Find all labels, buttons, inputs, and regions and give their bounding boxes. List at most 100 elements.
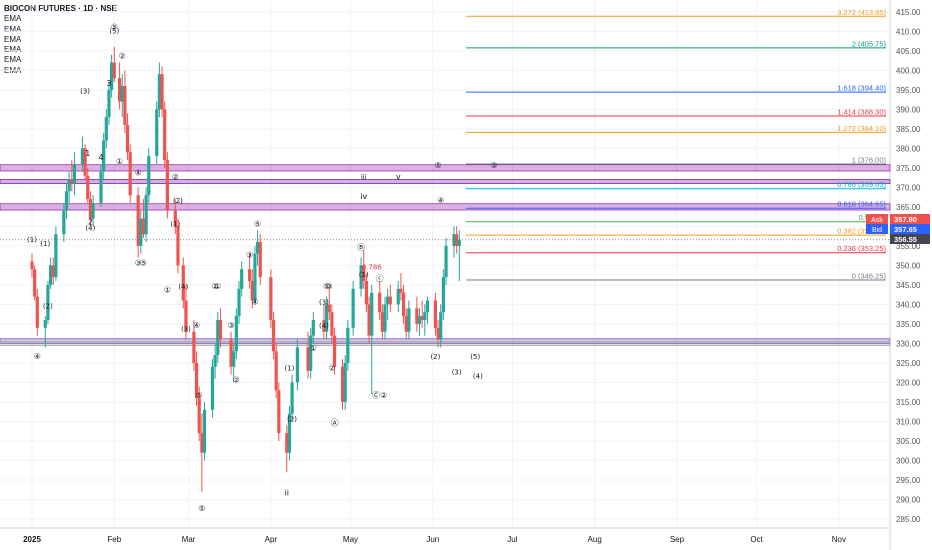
indicator-ema-5[interactable]: EMA	[4, 55, 22, 65]
wave-label: iv	[360, 192, 367, 201]
candle-body	[200, 433, 204, 453]
wave-label: iii	[361, 174, 367, 182]
wave-label: ①	[164, 286, 171, 295]
support-resistance-zone	[0, 179, 891, 184]
fib-level-label: 2 (405.75)	[852, 39, 887, 48]
candle-body	[128, 152, 132, 196]
bid-price-tag: 357.65	[894, 225, 917, 234]
candle-body	[367, 304, 371, 336]
candle-body	[202, 409, 207, 453]
support-resistance-zone	[0, 341, 891, 346]
wave-label: (3)	[452, 369, 462, 377]
candle-body	[444, 245, 448, 278]
fib-level-label: 1 (376.00)	[852, 155, 887, 164]
ask-price-tag-label-bg	[866, 214, 888, 224]
candle-body	[274, 351, 278, 391]
candle-body	[364, 281, 369, 305]
wave-label: 4	[98, 153, 103, 162]
indicator-ema-4[interactable]: EMA	[4, 45, 22, 55]
wave-label: (2)	[287, 415, 297, 423]
candle-body	[30, 261, 34, 270]
y-tick-label: 370.00	[896, 183, 921, 192]
candle-body	[287, 413, 292, 453]
candle-body	[399, 288, 403, 293]
y-tick-label: 410.00	[896, 27, 921, 36]
y-tick-label: 405.00	[896, 47, 921, 56]
wave-label: (1)	[27, 236, 37, 244]
fib-level-label: 3.272 (413.85)	[837, 8, 886, 17]
candle-body	[322, 320, 326, 332]
candle-body	[120, 85, 124, 102]
candle-body	[295, 347, 300, 383]
indicator-ema-3[interactable]: EMA	[4, 34, 22, 44]
y-tick-label: 285.00	[896, 515, 921, 524]
candle-body	[277, 390, 281, 434]
candle-body	[91, 202, 95, 219]
last-price-tag: 356.55	[894, 235, 917, 244]
candle-body	[383, 304, 387, 332]
x-tick-label: May	[343, 535, 358, 544]
fib-level-label: 0.618 (364.65)	[837, 200, 886, 209]
candle-body	[70, 179, 74, 184]
symbol-title[interactable]: BIOCON FUTURES · 1D · NSE	[4, 4, 117, 13]
candle-body	[51, 265, 55, 278]
candle-body	[248, 269, 252, 282]
candle-body	[141, 218, 146, 235]
candle-body	[88, 199, 92, 219]
candle-body	[370, 292, 374, 336]
x-tick-label: 2025	[23, 535, 41, 544]
wave-label: ⑤	[198, 504, 205, 513]
support-resistance-zone	[0, 164, 891, 172]
candle-body	[104, 117, 108, 141]
wave-label: 0.786	[362, 263, 383, 271]
candle-body	[80, 148, 85, 164]
fib-level-label: 1.414 (388.30)	[837, 107, 886, 116]
candle-body	[343, 362, 347, 402]
wave-label: (3)	[181, 326, 191, 334]
candle-body	[237, 288, 241, 317]
candle-body	[157, 74, 161, 110]
wave-label: (1)	[359, 271, 369, 279]
wave-label: (1)	[40, 240, 50, 248]
candle-body	[144, 195, 148, 235]
y-tick-label: 395.00	[896, 86, 921, 95]
candle-body	[407, 308, 411, 332]
candle-body	[35, 296, 39, 328]
y-tick-label: 350.00	[896, 261, 921, 270]
candle-body	[362, 265, 366, 282]
candle-body	[311, 320, 315, 336]
x-tick-label: Aug	[588, 535, 602, 544]
y-tick-label: 325.00	[896, 359, 921, 368]
wave-label: 3	[106, 79, 111, 88]
wave-label: ②	[233, 375, 240, 384]
candle-body	[86, 175, 90, 200]
candle-body	[234, 316, 238, 352]
candle-body	[123, 85, 127, 125]
indicator-ema-1[interactable]: EMA	[4, 14, 22, 24]
candle-body	[250, 281, 254, 301]
candle-body	[457, 239, 461, 246]
x-tick-label: Jun	[426, 535, 439, 544]
wave-label: 1	[85, 149, 90, 158]
candle-body	[386, 296, 390, 305]
y-tick-label: 375.00	[896, 164, 921, 173]
candle-body	[54, 234, 58, 278]
wave-label: ⑤	[111, 22, 118, 31]
wave-label: ⑤	[254, 219, 261, 228]
candle-body	[33, 269, 37, 297]
candle-body	[240, 269, 244, 289]
candle-body	[417, 316, 422, 324]
y-tick-label: 290.00	[896, 495, 921, 504]
candle-body	[285, 433, 289, 453]
wave-label: ③	[490, 161, 497, 170]
wave-label: ②	[119, 52, 126, 61]
candle-body	[351, 288, 355, 328]
candle-body	[396, 288, 400, 305]
wave-label: ⑤	[434, 161, 441, 170]
indicator-ema-2[interactable]: EMA	[4, 24, 22, 34]
candle-body	[165, 160, 169, 211]
candle-body	[139, 218, 143, 246]
candle-body	[83, 148, 87, 176]
candle-body	[359, 265, 363, 289]
